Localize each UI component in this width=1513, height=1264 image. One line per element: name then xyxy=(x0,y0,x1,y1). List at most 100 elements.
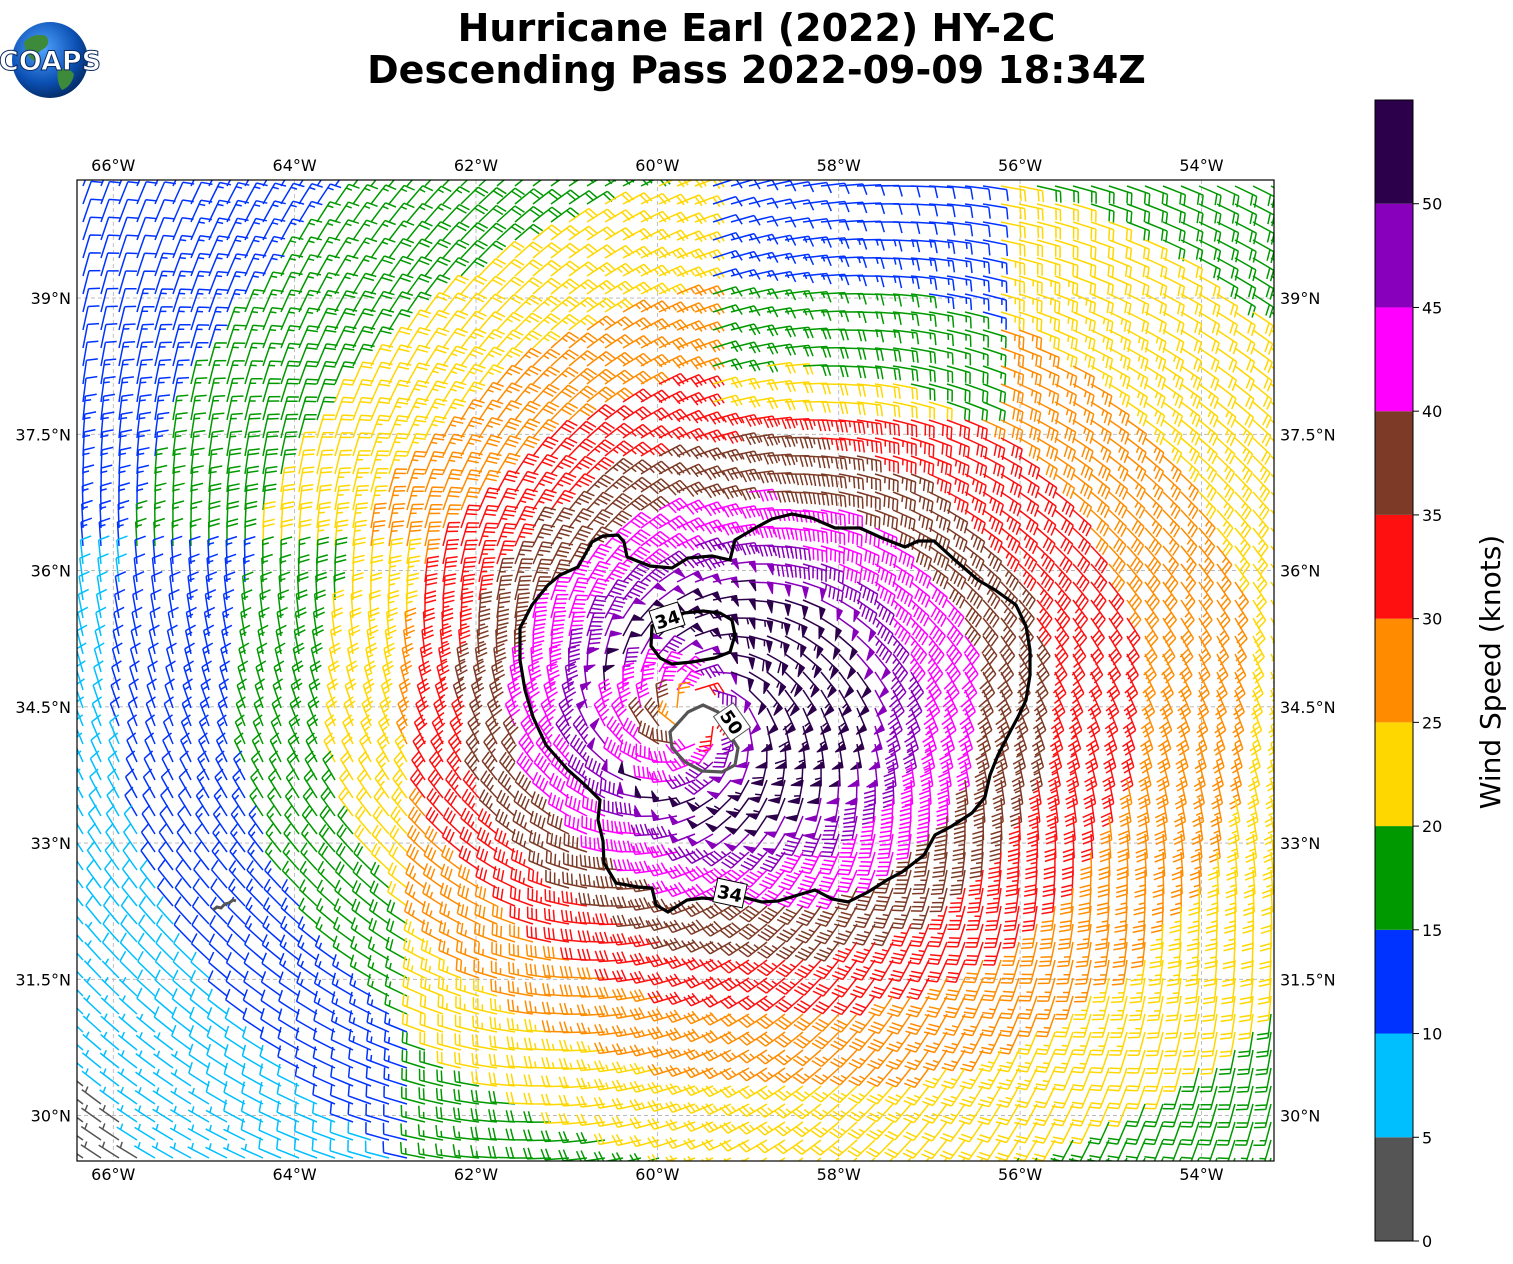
wind-barb xyxy=(774,1139,804,1155)
wind-barb xyxy=(748,451,778,465)
wind-barb xyxy=(347,1102,372,1123)
wind-barb xyxy=(514,575,532,601)
wind-barb xyxy=(904,1049,930,1071)
wind-barb xyxy=(658,462,689,476)
wind-barb xyxy=(418,660,432,691)
wind-barb xyxy=(180,732,192,763)
wind-barb xyxy=(513,790,534,817)
wind-barb xyxy=(281,860,300,889)
wind-barb-flag xyxy=(826,797,839,805)
wind-barb xyxy=(400,1123,426,1141)
wind-barb xyxy=(568,296,598,313)
wind-barb xyxy=(1198,617,1213,648)
wind-barb xyxy=(550,541,574,565)
wind-barb xyxy=(457,883,480,907)
wind-barb xyxy=(1043,851,1056,880)
wind-barb xyxy=(77,588,90,619)
wind-barb xyxy=(422,607,436,637)
wind-barb xyxy=(478,469,501,493)
wind-barb xyxy=(280,360,301,385)
wind-barb xyxy=(1000,383,1024,405)
wind-barb xyxy=(550,180,579,187)
wind-barb xyxy=(1216,581,1232,611)
wind-barb xyxy=(550,189,580,205)
wind-barb xyxy=(665,919,696,934)
wind-barb xyxy=(1053,1031,1074,1056)
wind-barb-flag xyxy=(876,704,887,717)
wind-barb xyxy=(1072,239,1097,260)
wind-barb xyxy=(442,363,468,385)
wind-barb xyxy=(1054,185,1080,204)
wind-barb xyxy=(1252,653,1265,684)
wind-barb xyxy=(360,714,372,745)
wind-barb xyxy=(1216,599,1231,630)
wind-barb xyxy=(1034,1031,1056,1056)
wind-barb xyxy=(1198,365,1220,391)
wind-barb xyxy=(924,689,941,720)
wind-barb xyxy=(550,454,577,475)
wind-barb xyxy=(564,813,588,835)
wind-barb xyxy=(1006,851,1020,880)
wind-barb xyxy=(417,1142,444,1159)
wind-barb xyxy=(563,833,588,853)
wind-barb xyxy=(604,387,634,403)
wind-barb xyxy=(165,642,177,673)
wind-barb xyxy=(1108,509,1128,537)
wind-barb xyxy=(1126,1049,1146,1074)
wind-barb xyxy=(193,859,210,889)
wind-barb xyxy=(1234,581,1250,611)
wind-barb xyxy=(334,290,358,313)
wind-barb xyxy=(230,805,246,835)
wind-barb xyxy=(352,201,378,223)
wind-barb xyxy=(1233,671,1246,702)
wind-barb xyxy=(902,743,918,774)
wind-barb xyxy=(218,678,230,709)
wind-barb xyxy=(496,223,525,241)
wind-barb xyxy=(683,865,714,882)
wind-barb xyxy=(856,401,884,417)
wind-barb xyxy=(1126,239,1150,261)
wind-barb xyxy=(604,579,630,601)
wind-barb xyxy=(266,805,282,835)
wind-barb xyxy=(282,842,300,871)
wind-barb xyxy=(795,923,822,944)
wind-barb xyxy=(409,769,426,799)
wind-barb xyxy=(370,519,386,547)
wind-barb xyxy=(629,934,660,948)
wind-barb xyxy=(134,1086,156,1105)
wind-barb xyxy=(461,788,480,817)
wind-barb-flag xyxy=(602,664,615,673)
wind-barb xyxy=(225,951,246,979)
wind-barb xyxy=(439,625,453,655)
wind-barb xyxy=(622,299,653,313)
wind-barb xyxy=(962,977,984,1001)
wind-barb xyxy=(262,897,282,925)
wind-barb-flag xyxy=(824,815,837,823)
wind-barb xyxy=(719,1157,750,1161)
wind-barb xyxy=(1133,887,1146,916)
wind-barb xyxy=(442,398,467,421)
wind-barb xyxy=(1144,527,1162,556)
wind-barb xyxy=(665,1047,696,1060)
wind-barb-flag xyxy=(816,645,824,659)
wind-barb xyxy=(1235,1103,1254,1129)
wind-barb xyxy=(504,696,521,727)
wind-barb xyxy=(1090,617,1106,647)
colorbar-bin xyxy=(1375,826,1413,930)
wind-barb-flag xyxy=(768,796,781,804)
wind-barb xyxy=(475,846,498,871)
wind-barb xyxy=(1018,311,1043,332)
wind-barb xyxy=(701,1029,732,1044)
wind-barb xyxy=(208,306,229,331)
wind-barb xyxy=(496,364,523,385)
wind-barb-flag xyxy=(747,796,762,804)
wind-barb xyxy=(109,714,120,745)
wind-barb xyxy=(478,346,505,367)
wind-barb xyxy=(701,1067,732,1080)
wind-barb xyxy=(593,1096,624,1109)
wind-barb xyxy=(334,361,356,385)
wind-barb xyxy=(79,553,91,583)
wind-barb xyxy=(1054,491,1075,518)
wind-barb xyxy=(640,389,671,404)
bermuda-land xyxy=(212,898,237,912)
